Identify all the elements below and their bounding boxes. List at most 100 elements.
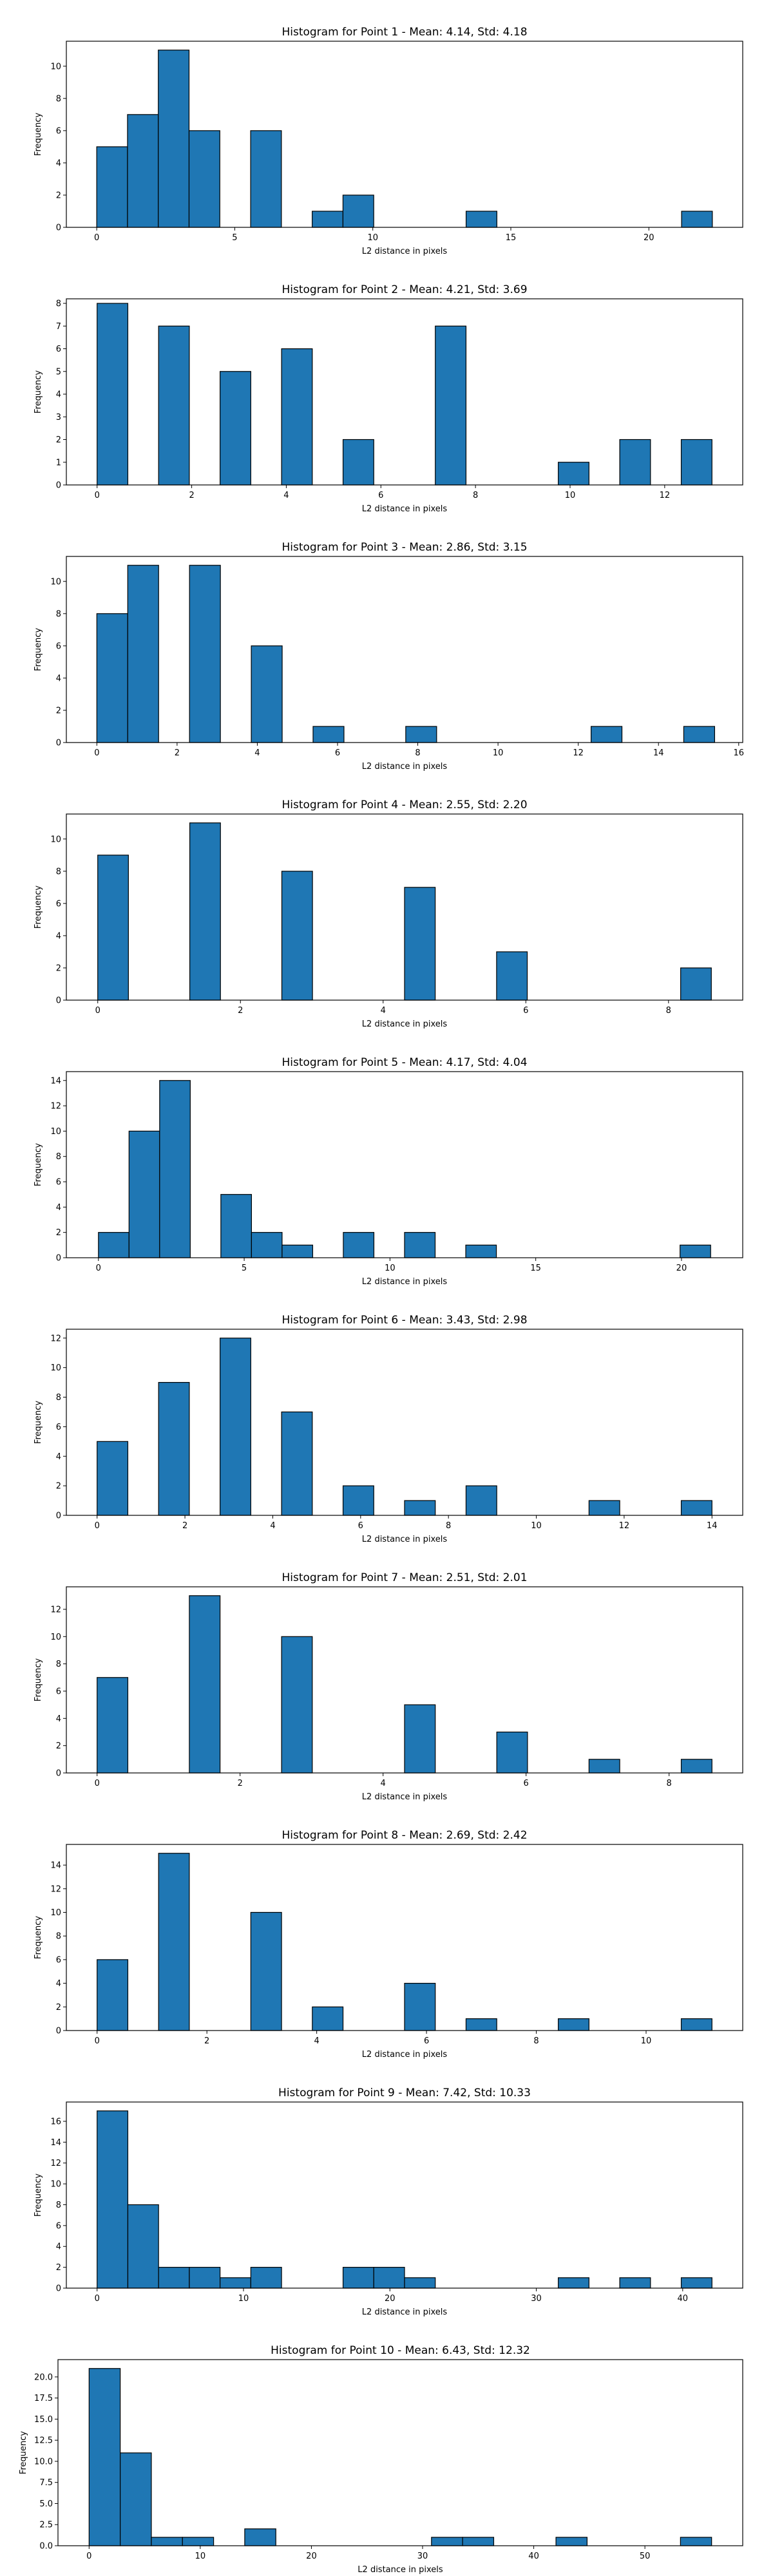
y-tick-label: 0.0 xyxy=(39,2542,53,2552)
y-tick-label: 14 xyxy=(50,1861,61,1871)
histogram-bar xyxy=(312,726,345,743)
x-tick-label: 5 xyxy=(242,1264,247,1273)
chart-panel-7: Histogram for Point 7 - Mean: 2.51, Std:… xyxy=(33,1571,743,1802)
histogram-bar xyxy=(680,2277,712,2289)
x-tick-label: 12 xyxy=(660,491,671,500)
histogram-bar xyxy=(558,462,589,486)
y-axis-ticks: 0 2 4 6 8 10 xyxy=(50,835,66,1006)
y-tick-label: 14 xyxy=(50,2138,61,2148)
histogram-bar xyxy=(465,1244,497,1258)
chart-panel-5: Histogram for Point 5 - Mean: 4.17, Std:… xyxy=(33,1056,743,1287)
y-tick-label: 6 xyxy=(56,345,61,354)
histogram-bar xyxy=(158,2267,190,2289)
histogram-bar xyxy=(680,2537,712,2546)
x-tick-label: 0 xyxy=(94,748,99,758)
plot-frame xyxy=(66,813,743,1001)
x-axis-ticks: 0 2 4 6 8 xyxy=(95,1000,671,1016)
histogram-bar xyxy=(680,1500,712,1516)
x-axis-label: L2 distance in pixels xyxy=(362,1792,448,1802)
y-tick-label: 10 xyxy=(50,1363,61,1373)
y-tick-label: 6 xyxy=(56,1178,61,1188)
histogram-bar xyxy=(251,1232,283,1258)
chart-title: Histogram for Point 4 - Mean: 2.55, Std:… xyxy=(282,799,527,811)
y-tick-label: 20.0 xyxy=(34,2372,53,2382)
x-tick-label: 10 xyxy=(195,2552,206,2561)
y-tick-label: 0 xyxy=(56,1511,61,1521)
x-tick-label: 6 xyxy=(523,1006,528,1016)
histogram-bar xyxy=(97,1959,129,2031)
histogram-bar xyxy=(404,1232,436,1258)
x-tick-label: 10 xyxy=(531,1521,542,1531)
chart-title: Histogram for Point 5 - Mean: 4.17, Std:… xyxy=(282,1056,527,1069)
histogram-bar xyxy=(588,1759,620,1774)
chart-title: Histogram for Point 1 - Mean: 4.14, Std:… xyxy=(282,26,527,39)
x-axis-ticks: 0 10 20 30 40 50 xyxy=(86,2546,650,2561)
histogram-bar xyxy=(465,1485,497,1516)
x-axis-label: L2 distance in pixels xyxy=(362,2307,448,2317)
histogram-bar xyxy=(88,2368,121,2546)
histogram-bar xyxy=(189,2267,221,2289)
y-tick-label: 8 xyxy=(56,1932,61,1942)
chart-title: Histogram for Point 3 - Mean: 2.86, Std:… xyxy=(282,541,527,554)
histogram-bars xyxy=(97,1853,712,2031)
y-axis-label: Frequency xyxy=(19,2431,28,2474)
plot-frame xyxy=(66,41,743,228)
y-axis-ticks: 0 2 4 6 8 10 12 xyxy=(50,1334,66,1521)
x-axis-ticks: 0 2 4 6 8 10 12 14 16 xyxy=(94,743,744,758)
y-tick-label: 6 xyxy=(56,1687,61,1696)
x-tick-label: 50 xyxy=(640,2552,651,2561)
chart-panel-1: Histogram for Point 1 - Mean: 4.14, Std:… xyxy=(33,26,743,256)
x-tick-label: 8 xyxy=(667,1779,672,1788)
x-tick-label: 0 xyxy=(94,233,99,243)
x-axis-label: L2 distance in pixels xyxy=(362,247,448,256)
x-tick-label: 0 xyxy=(95,1006,100,1016)
histogram-bar xyxy=(127,114,159,228)
y-tick-label: 14 xyxy=(50,1076,61,1086)
histogram-bar xyxy=(373,2267,405,2289)
histogram-bar xyxy=(158,325,190,486)
x-tick-label: 4 xyxy=(254,748,260,758)
x-tick-label: 12 xyxy=(619,1521,630,1531)
histogram-bar xyxy=(96,613,128,743)
histogram-bar xyxy=(681,211,713,228)
histogram-bar xyxy=(220,371,251,486)
y-tick-label: 10 xyxy=(50,1127,61,1137)
histogram-bar xyxy=(189,565,221,743)
y-axis-ticks: 0 2 4 6 8 10 xyxy=(50,577,66,748)
x-tick-label: 12 xyxy=(573,748,584,758)
x-tick-label: 30 xyxy=(417,2552,428,2561)
histogram-bar xyxy=(188,130,220,228)
y-tick-label: 12 xyxy=(50,1605,61,1615)
y-axis-ticks: 0 2 4 6 8 10 12 14 16 xyxy=(50,2117,66,2294)
histogram-bar xyxy=(127,565,159,743)
histogram-bar xyxy=(588,1500,620,1516)
chart-panel-10: Histogram for Point 10 - Mean: 6.43, Std… xyxy=(19,2344,743,2575)
y-axis-ticks: 0 2 4 6 8 10 12 xyxy=(50,1605,66,1779)
histogram-bar xyxy=(404,887,436,1001)
y-axis-label: Frequency xyxy=(33,628,43,671)
histogram-bar xyxy=(97,2110,129,2289)
histogram-bar xyxy=(558,2277,589,2289)
x-tick-label: 0 xyxy=(86,2552,91,2561)
x-tick-label: 2 xyxy=(204,2036,209,2046)
x-tick-label: 40 xyxy=(528,2552,539,2561)
histogram-bar xyxy=(127,2204,159,2289)
y-tick-label: 0 xyxy=(56,1769,61,1779)
y-tick-label: 10.0 xyxy=(34,2457,53,2467)
y-axis-ticks: 0 2 4 6 8 10 12 14 xyxy=(50,1076,66,1264)
y-tick-label: 2.5 xyxy=(39,2521,53,2530)
y-axis-label: Frequency xyxy=(33,886,43,929)
histogram-bar xyxy=(680,1244,711,1258)
x-tick-label: 0 xyxy=(95,1779,100,1788)
y-tick-label: 0 xyxy=(56,1254,61,1264)
y-axis-label: Frequency xyxy=(33,1143,43,1186)
histogram-bar xyxy=(128,1130,160,1258)
x-axis-ticks: 0 2 4 6 8 xyxy=(95,1773,672,1788)
histogram-bars xyxy=(96,50,713,228)
x-tick-label: 2 xyxy=(238,1006,243,1016)
y-tick-label: 12 xyxy=(50,1334,61,1343)
y-axis-ticks: 0 1 2 3 4 5 6 7 8 xyxy=(56,299,66,491)
x-tick-label: 20 xyxy=(644,233,654,243)
y-tick-label: 2 xyxy=(56,706,61,715)
histogram-bar xyxy=(558,2018,589,2031)
